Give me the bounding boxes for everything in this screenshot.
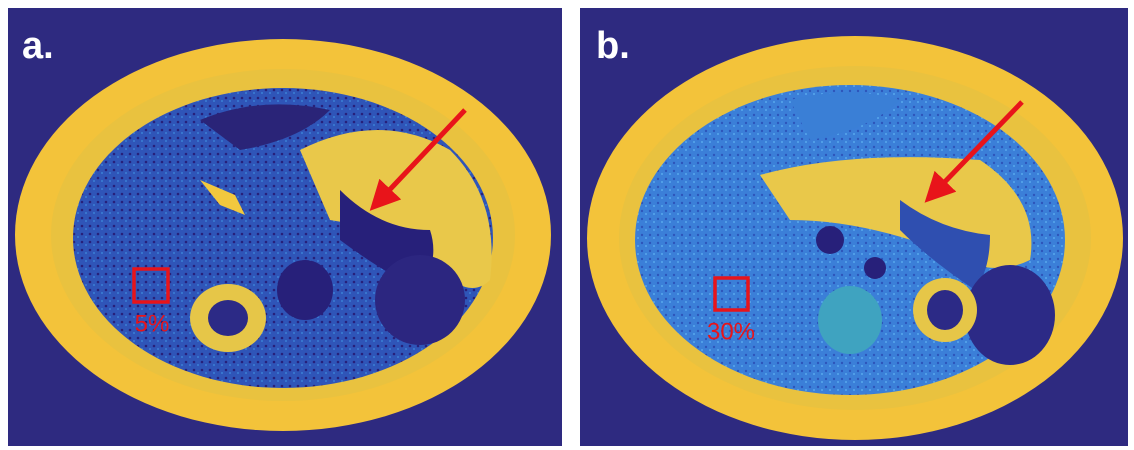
panel-label: b. [596,25,630,67]
roi-label: 30% [707,318,755,345]
panel-label: a. [22,25,54,67]
vertebra [277,260,333,320]
page: {"panels": [ {"label": "a.", "roi_label"… [0,0,1134,450]
organ [965,265,1055,365]
vessel [864,257,886,279]
vertebra [818,286,882,354]
panel-a: a. 5% [8,8,562,446]
vessel [816,226,844,254]
figure: a. 5% b. 30% [0,0,1134,450]
roi-label: 5% [135,310,170,337]
kidney [208,300,248,336]
panel-b: b. 30% [580,8,1128,446]
kidney [927,290,963,330]
organ [375,255,465,345]
